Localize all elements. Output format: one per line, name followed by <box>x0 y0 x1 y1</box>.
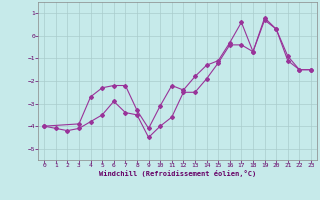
X-axis label: Windchill (Refroidissement éolien,°C): Windchill (Refroidissement éolien,°C) <box>99 170 256 177</box>
